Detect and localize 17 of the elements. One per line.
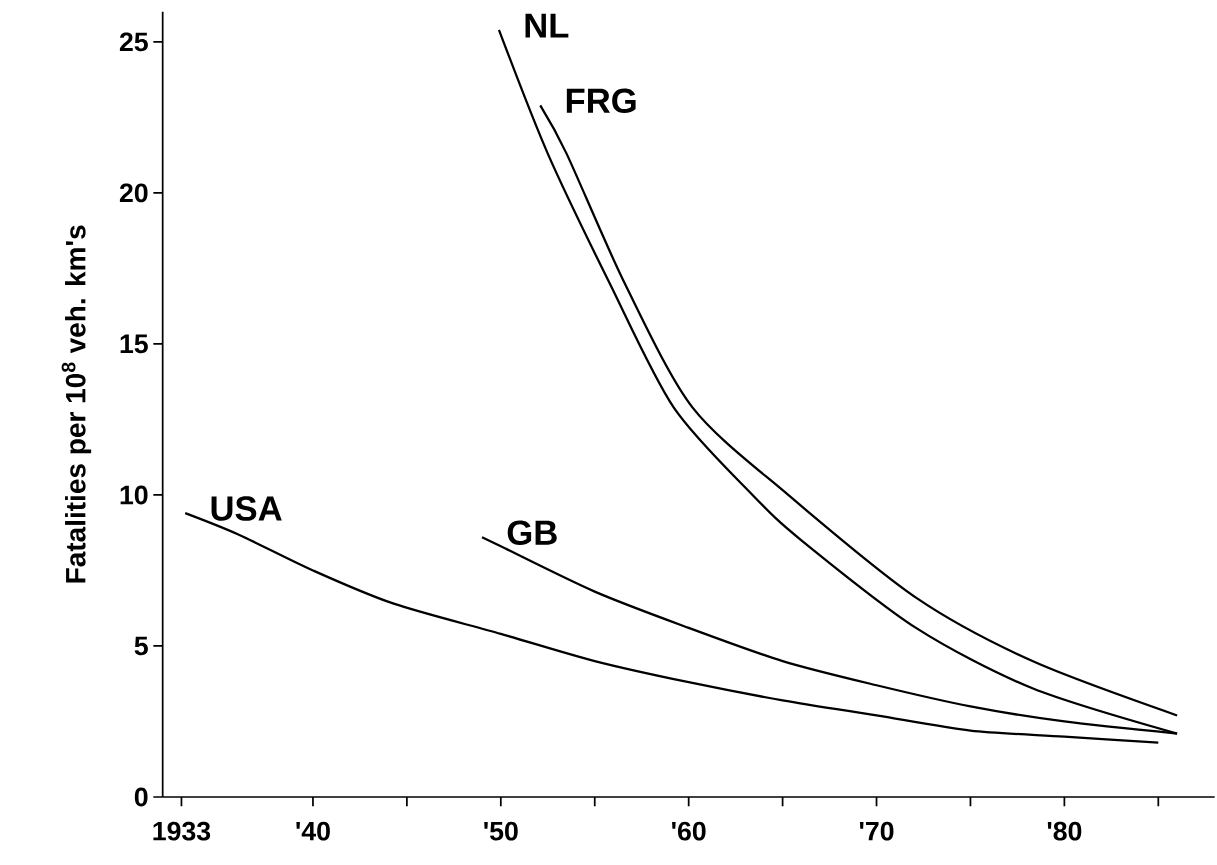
x-tick-label: '50	[484, 821, 518, 841]
series-label: NL	[525, 13, 569, 38]
y-tick-label: 5	[134, 636, 148, 656]
y-tick-label: 25	[119, 32, 148, 52]
x-tick-label: 1933	[153, 821, 211, 841]
x-tick-label: '60	[672, 821, 706, 841]
y-tick-label: 20	[119, 183, 148, 203]
x-tick-label: '70	[859, 821, 894, 841]
y-axis-title: Fatalities per 10$^{8}$ veh. km's	[61, 225, 92, 583]
series-label: USA	[211, 496, 282, 521]
y-tick-label: 0	[134, 787, 148, 807]
series-label: GB	[507, 520, 557, 545]
x-tick-label: '40	[296, 821, 330, 841]
y-tick-label: 10	[120, 485, 148, 505]
series-label: FRG	[566, 88, 636, 114]
y-tick-label: 15	[120, 334, 148, 354]
x-tick-label: '80	[1047, 821, 1082, 841]
